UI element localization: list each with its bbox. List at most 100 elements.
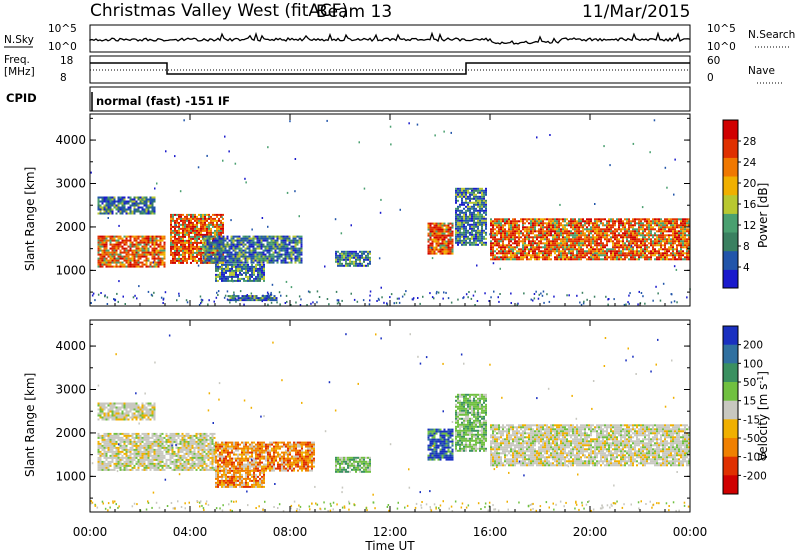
- heatmap-cell: [498, 240, 500, 243]
- heatmap-cell: [133, 208, 136, 211]
- heatmap-cell: [202, 237, 204, 240]
- heatmap-cell: [427, 252, 430, 255]
- heatmap-cell: [256, 247, 259, 250]
- heatmap-cell: [592, 222, 594, 225]
- heatmap-cell: [278, 247, 281, 250]
- heatmap-cell: [532, 224, 534, 227]
- heatmap-cell: [343, 258, 345, 261]
- heatmap-cell: [632, 246, 634, 249]
- heatmap-cell: [622, 258, 624, 261]
- heatmap-cell: [100, 292, 102, 294]
- heatmap-cell: [646, 256, 648, 259]
- heatmap-cell: [584, 222, 586, 225]
- heatmap-cell: [616, 238, 618, 241]
- heatmap-cell: [612, 252, 614, 255]
- heatmap-cell: [489, 233, 491, 236]
- heatmap-cell: [243, 299, 246, 302]
- heatmap-cell: [149, 265, 152, 268]
- heatmap-cell: [188, 249, 190, 252]
- heatmap-cell: [642, 232, 644, 235]
- heatmap-cell: [578, 228, 580, 231]
- heatmap-cell: [662, 236, 664, 239]
- heatmap-cell: [678, 234, 680, 237]
- heatmap-cell: [99, 257, 102, 260]
- heatmap-cell: [471, 189, 473, 192]
- heatmap-cell: [249, 295, 252, 298]
- heatmap-cell: [494, 222, 496, 225]
- heatmap-cell: [198, 219, 200, 222]
- heatmap-cell: [208, 243, 211, 246]
- heatmap-cell: [648, 234, 650, 237]
- heatmap-cell: [258, 245, 261, 248]
- heatmap-cell: [461, 233, 463, 236]
- heatmap-cell: [570, 224, 572, 227]
- heatmap-cell: [652, 234, 654, 237]
- heatmap-cell: [240, 239, 243, 242]
- heatmap-cell: [99, 249, 102, 252]
- heatmap-cell: [564, 244, 566, 247]
- heatmap-cell: [576, 234, 578, 237]
- heatmap-cell: [678, 258, 680, 261]
- heatmap-cell: [369, 299, 371, 302]
- heatmap-cell: [355, 254, 357, 257]
- heatmap-cell: [658, 226, 660, 229]
- heatmap-cell: [650, 252, 652, 255]
- heatmap-cell: [483, 211, 485, 214]
- heatmap-cell: [192, 221, 194, 224]
- heatmap-cell: [582, 256, 584, 259]
- heatmap-cell: [137, 245, 140, 248]
- heatmap-cell: [572, 242, 574, 245]
- heatmap-cell: [688, 248, 690, 251]
- heatmap-cell: [520, 230, 522, 233]
- heatmap-cell: [292, 241, 295, 244]
- heatmap-cell: [596, 252, 598, 255]
- heatmap-cell: [588, 218, 590, 221]
- heatmap-cell: [610, 256, 612, 259]
- heatmap-cell: [155, 247, 158, 250]
- heatmap-cell: [117, 237, 120, 240]
- heatmap-cell: [228, 243, 231, 246]
- heatmap-cell: [229, 263, 231, 266]
- heatmap-cell: [664, 234, 666, 237]
- heatmap-cell: [596, 226, 598, 229]
- heatmap-cell: [429, 248, 432, 251]
- heatmap-cell: [192, 237, 194, 240]
- heatmap-cell: [477, 219, 479, 222]
- heatmap-cell: [225, 279, 227, 282]
- heatmap-cell: [580, 246, 582, 249]
- heatmap-cell: [129, 253, 132, 256]
- heatmap-cell: [258, 257, 261, 260]
- heatmap-cell: [161, 237, 164, 240]
- heatmap-cell: [473, 207, 475, 210]
- heatmap-cell: [596, 256, 598, 259]
- heatmap-cell: [105, 198, 108, 201]
- heatmap-cell: [502, 250, 504, 253]
- heatmap-cell: [365, 264, 367, 267]
- heatmap-cell: [646, 228, 648, 231]
- heatmap-cell: [670, 252, 672, 255]
- heatmap-cell: [155, 253, 158, 256]
- heatmap-cell: [99, 253, 102, 256]
- heatmap-cell: [292, 245, 295, 248]
- heatmap-cell: [564, 250, 566, 253]
- heatmap-cell: [479, 237, 481, 240]
- heatmap-cell: [445, 236, 448, 239]
- heatmap-cell: [431, 230, 434, 233]
- heatmap-cell: [237, 273, 239, 276]
- heatmap-cell: [224, 245, 227, 248]
- heatmap-cell: [572, 248, 574, 251]
- heatmap-cell: [190, 223, 192, 226]
- heatmap-cell: [459, 211, 461, 214]
- heatmap-cell: [105, 253, 108, 256]
- heatmap-cell: [232, 241, 235, 244]
- heatmap-cell: [255, 275, 257, 278]
- heatmap-cell: [554, 218, 556, 221]
- heatmap-cell: [606, 220, 608, 223]
- heatmap-cell: [131, 243, 134, 246]
- heatmap-cell: [147, 208, 150, 211]
- heatmap-cell: [572, 236, 574, 239]
- heatmap-cell: [475, 189, 477, 192]
- heatmap-cell: [273, 295, 276, 298]
- y-tick-label: 2000: [55, 220, 86, 234]
- heatmap-cell: [151, 212, 154, 215]
